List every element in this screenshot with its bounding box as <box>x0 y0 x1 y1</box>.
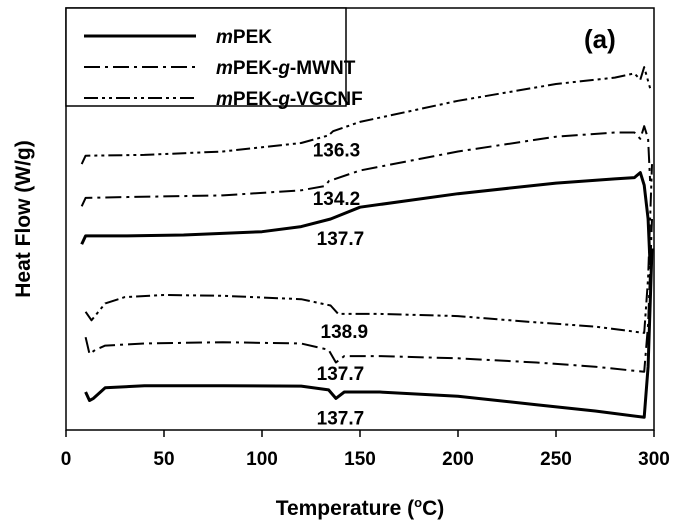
plot-area-frame <box>65 7 655 431</box>
series-line-dash-dot-dot-cooling <box>84 164 653 334</box>
x-tick-label: 150 <box>344 449 376 470</box>
peak-temperature-annotation: 137.7 <box>317 364 365 385</box>
series-line-solid-cooling <box>84 248 654 419</box>
x-tick-label: 300 <box>638 449 670 470</box>
legend-entry-mpek-g-mwnt: mPEK-g-MWNT <box>216 58 356 79</box>
peak-temperature-annotation: 137.7 <box>317 229 365 250</box>
peak-temperature-annotation: 138.9 <box>321 322 369 343</box>
legend: mPEK mPEK-g-MWNT mPEK-g-VGCNF <box>65 7 363 110</box>
x-tick-label: 200 <box>442 449 474 470</box>
peak-temperature-annotation: 134.2 <box>313 189 361 210</box>
x-tick-label: 0 <box>61 449 72 470</box>
series-line-dash-dot-dot-heating <box>80 66 652 165</box>
peak-temperature-annotation: 136.3 <box>313 140 361 161</box>
series-line-solid-heating <box>80 171 652 266</box>
legend-entry-mpek-g-vgcnf: mPEK-g-VGCNF <box>216 89 363 110</box>
peak-temperature-annotation: 137.7 <box>317 408 365 429</box>
x-axis-title: Temperature (oC) <box>276 495 445 520</box>
y-axis-title: Heat Flow (W/g) <box>12 140 35 297</box>
x-tick-label: 100 <box>246 449 278 470</box>
legend-entry-mpek: mPEK <box>216 27 272 48</box>
x-ticks-group: 0 50 100 150 200 250 300 <box>61 430 670 470</box>
annotations-group: 136.3 134.2 137.7 138.9 137.7 137.7 <box>313 140 368 429</box>
x-tick-label: 250 <box>540 449 572 470</box>
series-group <box>80 66 654 419</box>
series-line-dash-dot-cooling <box>84 218 653 373</box>
panel-label: (a) <box>584 24 616 54</box>
x-tick-label: 50 <box>153 449 174 470</box>
series-line-dash-dot-heating <box>80 125 652 207</box>
legend-box <box>65 7 347 107</box>
